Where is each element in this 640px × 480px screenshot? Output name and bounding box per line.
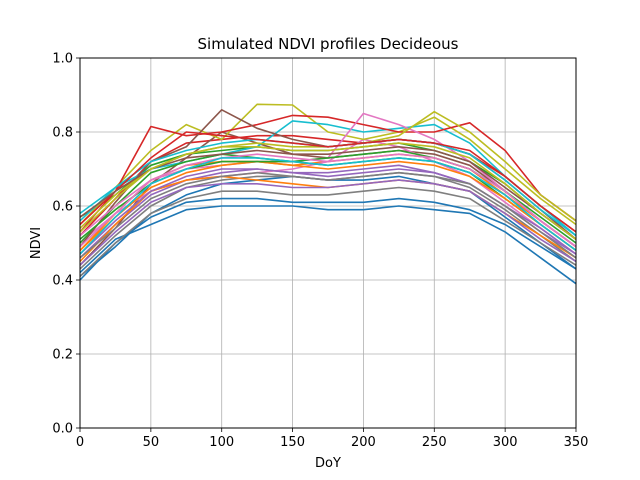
series-line <box>79 142 577 240</box>
x-axis-label: DoY <box>315 456 341 471</box>
series-line <box>79 205 577 285</box>
series-line <box>79 153 577 248</box>
series-line <box>79 160 577 252</box>
x-tick-label: 350 <box>564 435 589 450</box>
series-line <box>79 197 577 281</box>
plot-background <box>80 58 576 428</box>
y-tick-label: 0.4 <box>52 274 73 289</box>
series-line <box>79 146 577 240</box>
x-tick-label: 50 <box>143 435 160 450</box>
x-tick-label: 150 <box>280 435 305 450</box>
x-tick-label: 100 <box>209 435 234 450</box>
series-line <box>79 171 577 259</box>
series-line <box>79 186 577 277</box>
y-tick-label: 0.6 <box>52 200 73 215</box>
series-line <box>79 157 577 255</box>
series-line <box>79 103 577 226</box>
axis-ticks: 0 50 100 150 200 250 300 350 0.0 0.2 0.4 0.6 0.8 1.0 <box>52 52 588 451</box>
series-lines <box>79 103 577 285</box>
y-tick-label: 0.8 <box>52 126 73 141</box>
series-line <box>79 131 577 233</box>
series-line <box>79 120 577 237</box>
series-line <box>79 179 577 266</box>
x-tick-label: 0 <box>76 435 84 450</box>
series-line <box>79 134 577 237</box>
chart-title: Simulated NDVI profiles Decideous <box>198 35 459 53</box>
y-tick-label: 0.2 <box>52 348 73 363</box>
y-axis-label: NDVI <box>29 227 44 259</box>
y-tick-label: 1.0 <box>52 52 73 67</box>
x-tick-label: 200 <box>351 435 376 450</box>
x-tick-label: 250 <box>422 435 447 450</box>
y-tick-label: 0.0 <box>52 422 73 437</box>
series-line <box>79 114 577 233</box>
plot-frame <box>79 57 577 429</box>
x-tick-label: 300 <box>493 435 518 450</box>
